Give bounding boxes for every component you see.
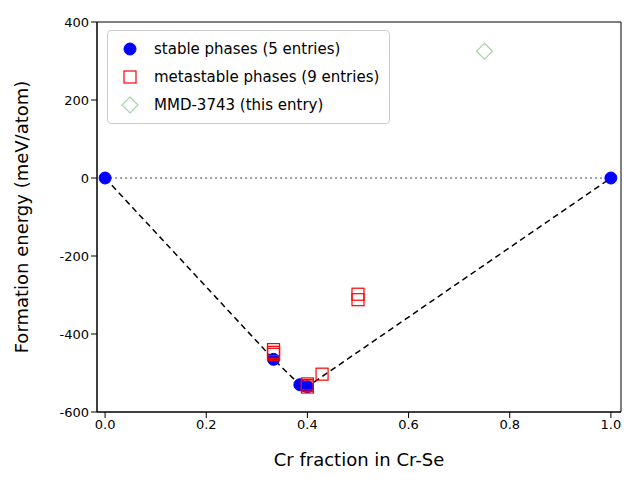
svg-text:Formation energy (meV/atom): Formation energy (meV/atom) (11, 81, 32, 354)
html-text:MMD-3743 (this entry): MMD-3743 (this entry) (154, 96, 324, 114)
svg-text:200: 200 (64, 93, 89, 108)
svg-text:0.4: 0.4 (297, 417, 318, 432)
svg-text:1.0: 1.0 (601, 417, 622, 432)
svg-text:-200: -200 (59, 249, 89, 264)
svg-text:0.6: 0.6 (398, 417, 419, 432)
svg-text:-400: -400 (59, 327, 89, 342)
svg-text:Cr fraction in Cr-Se: Cr fraction in Cr-Se (274, 449, 445, 470)
svg-text:0.8: 0.8 (499, 417, 520, 432)
svg-text:0.0: 0.0 (95, 417, 116, 432)
html-text:stable phases (5 entries): stable phases (5 entries) (154, 40, 341, 58)
html-text:metastable phases (9 entries): metastable phases (9 entries) (154, 68, 380, 86)
svg-text:0.2: 0.2 (196, 417, 217, 432)
svg-text:0: 0 (81, 171, 89, 186)
svg-text:-600: -600 (59, 405, 89, 420)
svg-text:400: 400 (64, 15, 89, 30)
